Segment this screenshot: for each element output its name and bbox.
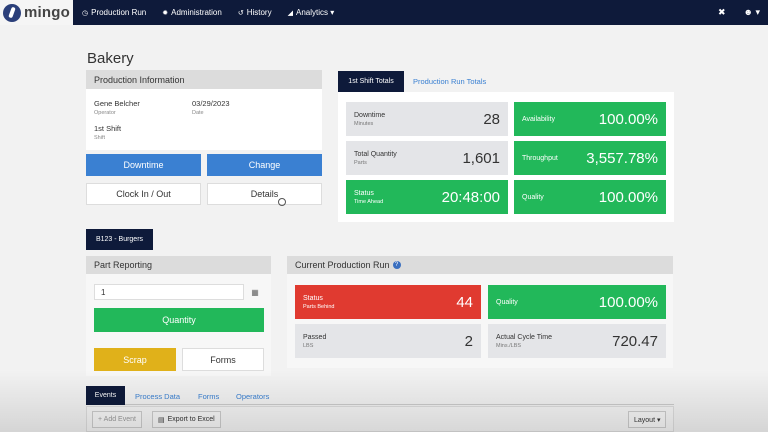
availability-tile: Availability 100.00% <box>514 102 666 136</box>
brand-name: mingo <box>24 4 70 21</box>
date-label: Date <box>192 110 204 116</box>
brand-logo[interactable]: mingo <box>0 0 73 25</box>
scrap-button[interactable]: Scrap <box>94 348 176 371</box>
nav-label: Analytics ▾ <box>295 8 335 17</box>
tile-label: Status <box>354 189 374 197</box>
events-toolbar: + Add Event ▤ Export to Excel Layout ▾ <box>86 406 674 432</box>
run-quality-tile: Quality 100.00% <box>488 285 666 319</box>
throughput-tile: Throughput 3,557.78% <box>514 141 666 175</box>
tile-value: 3,557.78% <box>586 149 658 167</box>
operator-label: Operator <box>94 110 116 116</box>
status-time-ahead-tile: Status Time Ahead 20:48:00 <box>346 180 508 214</box>
date-field: 03/29/2023 Date <box>192 99 230 116</box>
details-button[interactable]: Details <box>207 183 322 205</box>
bottom-tab-bar <box>86 387 674 405</box>
tile-sublabel: Parts <box>354 159 367 166</box>
chart-icon: ◢ <box>287 9 293 17</box>
tab-production-run-totals[interactable]: Production Run Totals <box>413 77 487 86</box>
file-excel-icon: ▤ <box>158 416 165 424</box>
quantity-input[interactable]: 1 <box>94 284 244 300</box>
mingo-logo-icon <box>3 3 21 22</box>
tile-value: 1,601 <box>462 149 500 167</box>
tab-forms[interactable]: Forms <box>198 392 220 401</box>
tab-process-data[interactable]: Process Data <box>135 392 181 401</box>
user-menu-icon[interactable]: ☻ ▾ <box>743 7 761 17</box>
tile-sublabel: Parts Behind <box>303 303 335 310</box>
help-icon[interactable]: ? <box>392 261 401 269</box>
forms-button[interactable]: Forms <box>182 348 264 371</box>
tile-value: 100.00% <box>598 293 658 311</box>
actual-cycle-time-tile: Actual Cycle Time Mins./LBS 720.47 <box>488 324 666 358</box>
panel-header: Current Production Run? <box>287 256 673 274</box>
tile-sublabel: Time Ahead <box>354 198 384 205</box>
shift-totals-panel: Downtime Minutes 28 Availability 100.00% To… <box>338 92 674 222</box>
tile-sublabel: LBS <box>303 342 314 349</box>
status-parts-behind-tile: Status Parts Behind 44 <box>295 285 481 319</box>
quantity-button[interactable]: Quantity <box>94 308 264 332</box>
calculator-icon[interactable]: ▦ <box>251 287 259 297</box>
total-quantity-tile: Total Quantity Parts 1,601 <box>346 141 508 175</box>
tile-label: Downtime <box>354 111 386 119</box>
tile-label: Actual Cycle Time <box>496 333 553 341</box>
shift-label: Shift <box>94 135 106 141</box>
tab-events[interactable]: Events <box>86 386 125 405</box>
tile-label: Total Quantity <box>354 150 397 158</box>
tile-label: Quality <box>522 193 544 201</box>
tile-sublabel: Mins./LBS <box>496 342 522 349</box>
tab-operators[interactable]: Operators <box>236 392 270 401</box>
add-event-button[interactable]: + Add Event <box>92 411 142 428</box>
operator-field: Gene Belcher Operator <box>94 99 140 116</box>
history-icon: ↺ <box>237 9 244 17</box>
nav-analytics[interactable]: ◢ Analytics ▾ <box>288 8 335 17</box>
nav-label: Production Run <box>91 8 147 17</box>
tile-label: Passed <box>303 333 327 341</box>
panel-title: Current Production Run <box>295 260 390 270</box>
export-label: Export to Excel <box>167 416 215 423</box>
nav-administration[interactable]: ✹ Administration <box>162 8 222 17</box>
date-value: 03/29/2023 <box>192 99 230 108</box>
tile-label: Status <box>303 294 323 302</box>
nav-production-run[interactable]: ◷ Production Run <box>82 8 146 17</box>
production-information-panel: Production Information Gene Belcher Opera… <box>86 70 322 150</box>
gear-icon: ✹ <box>162 9 169 17</box>
tile-value: 100.00% <box>598 110 658 128</box>
passed-tile: Passed LBS 2 <box>295 324 481 358</box>
tab-1st-shift-totals[interactable]: 1st Shift Totals <box>338 71 404 92</box>
layout-dropdown[interactable]: Layout ▾ <box>628 411 667 428</box>
operator-value: Gene Belcher <box>94 99 140 108</box>
panel-header: Production Information <box>86 70 322 89</box>
shift-field: 1st Shift Shift <box>94 124 121 141</box>
change-button[interactable]: Change <box>207 154 322 176</box>
nav-label: History <box>246 8 272 17</box>
nav-history[interactable]: ↺ History <box>238 8 272 17</box>
fullscreen-icon[interactable]: ✖ <box>717 7 726 17</box>
shift-value: 1st Shift <box>94 124 122 133</box>
tile-value: 20:48:00 <box>441 188 500 206</box>
run-tab-b123-burgers[interactable]: B123 - Burgers <box>86 229 153 250</box>
clock-in-out-button[interactable]: Clock In / Out <box>86 183 201 205</box>
export-to-excel-button[interactable]: ▤ Export to Excel <box>152 411 221 428</box>
tile-sublabel: Minutes <box>354 120 374 127</box>
clock-icon: ◷ <box>82 9 89 17</box>
quality-tile: Quality 100.00% <box>514 180 666 214</box>
tile-value: 28 <box>483 110 500 128</box>
downtime-tile: Downtime Minutes 28 <box>346 102 508 136</box>
current-production-run-panel: Current Production Run? Status Parts Behi… <box>287 256 673 368</box>
tile-value: 100.00% <box>598 188 658 206</box>
tile-value: 2 <box>464 332 473 350</box>
downtime-button[interactable]: Downtime <box>86 154 201 176</box>
mouse-cursor-icon <box>278 198 286 206</box>
nav-label: Administration <box>171 8 222 17</box>
tile-label: Quality <box>496 298 518 306</box>
tile-label: Throughput <box>522 154 558 162</box>
tile-value: 44 <box>456 293 473 311</box>
tile-value: 720.47 <box>612 332 658 350</box>
tile-label: Availability <box>522 115 555 123</box>
top-navbar: mingo ◷ Production Run ✹ Administration ↺ H… <box>0 0 768 25</box>
page-title: Bakery <box>87 50 134 67</box>
panel-header: Part Reporting <box>86 256 271 274</box>
